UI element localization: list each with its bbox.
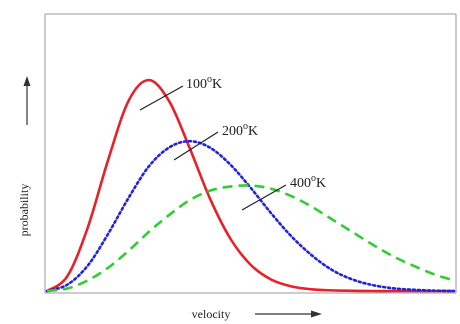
series-label-number: 400 xyxy=(290,176,311,191)
series-label-number: 100 xyxy=(186,77,207,92)
series-100-line xyxy=(46,78,454,293)
x-axis-label: velocity xyxy=(192,307,231,321)
series-400-leader-line xyxy=(241,184,287,211)
degree-symbol: o xyxy=(243,121,248,132)
series-label-unit: K xyxy=(212,77,222,92)
series-400-line xyxy=(46,184,455,293)
degree-symbol: o xyxy=(311,173,316,184)
series-200-label: 200oK xyxy=(222,121,258,139)
series-layer xyxy=(45,78,456,293)
series-100-label: 100oK xyxy=(186,74,222,92)
degree-symbol: o xyxy=(207,74,212,85)
x-axis-arrow-head xyxy=(311,310,322,318)
series-100-leader-line xyxy=(139,85,184,111)
series-200-leader-line xyxy=(173,131,219,161)
series-label-unit: K xyxy=(316,176,326,191)
series-400-label: 400oK xyxy=(290,173,326,191)
series-label-number: 200 xyxy=(222,124,243,139)
y-axis-label: probability xyxy=(17,184,31,237)
series-200-line xyxy=(45,139,456,293)
series-label-unit: K xyxy=(248,124,258,139)
y-axis-arrow-head xyxy=(23,76,31,86)
